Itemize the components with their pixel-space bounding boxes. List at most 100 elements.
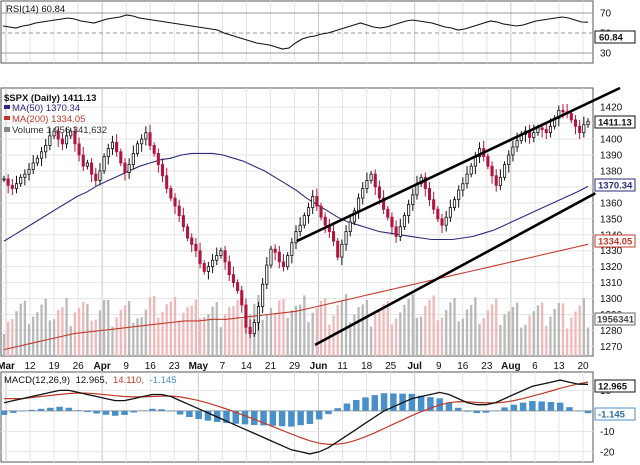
macd-signal-path [4,381,589,446]
macd-hist-tag: -1.145 [594,407,636,421]
ma50-path [3,152,589,242]
rsi-tick-label: 30 [600,49,612,60]
price-tag: 1411.13 [594,115,636,129]
volume-bar [36,312,39,356]
price-tick-label: 1330 [600,246,623,257]
price-bar-body [319,205,323,218]
volume-bar [482,318,485,356]
volume-bar [203,317,206,356]
macd-histogram-bar [315,410,323,420]
macd-histogram-bar [297,410,304,426]
volume-bar [344,294,348,356]
macd-tag-text: 12.965 [598,382,628,393]
volume-bar [123,305,127,356]
price-bar-body [2,178,6,181]
price-bar-body [119,151,123,164]
price-bar-body [373,173,377,188]
trendline-lower [314,192,596,346]
volume-bar [44,298,47,356]
price-bar-body [515,140,519,148]
price-bar-body [394,226,398,237]
price-bar-body [290,242,294,256]
ma200-tag-text: 1334.05 [598,237,633,248]
volume-bar [311,312,314,356]
price-bar-body [23,173,27,178]
macd-histogram-bar [529,401,536,411]
price-bar-body [81,154,85,167]
volume-tag-text: 1956341 [597,315,635,326]
price-bar-body [503,164,507,178]
volume-bar [303,295,306,356]
macd-histogram-bar [121,410,128,415]
price-bar-body [544,129,548,134]
volume-bar [532,311,535,356]
volume-bar [77,307,81,356]
price-bar-body [286,255,290,268]
price-bar-body [498,176,502,186]
price-tick-label: 1280 [600,326,623,337]
macd-histogram-bar [538,401,545,411]
price-bar-body [73,130,77,145]
price-bar-body [423,176,427,189]
price-tick-label: 1310 [600,278,623,289]
price-bar-body [165,175,169,189]
volume-bar [23,300,27,356]
price-bar-body [27,168,31,175]
volume-bar [294,305,298,356]
price-bar-body [586,120,590,126]
macd-histogram-bar [186,410,193,417]
x-tick-label: 21 [265,361,277,372]
volume-bar [173,297,177,356]
price-tick-label: 1350 [600,214,623,225]
macd-histogram-bar [464,410,471,412]
ma200-tag: 1334.05 [594,234,636,248]
macd-histogram-bar [167,410,175,412]
price-bar-body [457,189,461,201]
volume-bar [540,302,544,356]
price-bar-body [65,135,69,145]
volume-bar [511,307,515,356]
volume-bar [565,328,569,356]
price-bar-body [432,199,436,210]
volume-bar [507,311,510,356]
ticker-label: $SPX (Daily) 1411.13 [4,93,96,104]
price-bar-body [507,154,511,165]
trendlines [296,86,621,346]
price-bar-body [452,199,457,209]
price-bar-body [569,113,573,121]
volume-bar [557,303,560,356]
rsi-series-path [2,14,589,50]
volume-bar [215,302,218,356]
price-bar-body [281,261,286,268]
volume-bar [65,298,68,356]
macd-histogram-bar [241,410,249,425]
macd-histogram-bar [473,410,481,414]
price-bar-body [231,274,235,284]
macd-histogram-bar [28,409,36,411]
price-bar-body [352,210,356,223]
macd-histogram-bar [454,407,462,411]
price-bar-body [19,176,23,185]
price-bar-body [227,261,231,276]
volume-bar [98,310,102,356]
macd-title: MACD(12,26,9) 12.965, 14.110, -1.145 [4,375,177,386]
volume-bar [119,309,122,356]
price-bar-body [390,216,394,228]
rsi-value-tag [594,30,636,44]
price-bar-body [311,196,315,209]
price-bar-body [331,231,336,242]
volume-bar [390,324,394,356]
macd-histogram-bar [445,402,453,411]
volume-bar [19,303,22,356]
volume-bar [265,314,268,356]
volume-bar [436,320,439,356]
volume-bar [57,310,60,356]
volume-bar [278,300,281,356]
x-tick-label: 20 [577,361,589,372]
volume-bar [536,305,540,356]
volume-bar [315,308,319,356]
x-tick-label: May [189,361,209,372]
x-tick-label: Jul [407,361,422,372]
price-bar-body [110,141,115,150]
volume-bar [386,301,389,356]
